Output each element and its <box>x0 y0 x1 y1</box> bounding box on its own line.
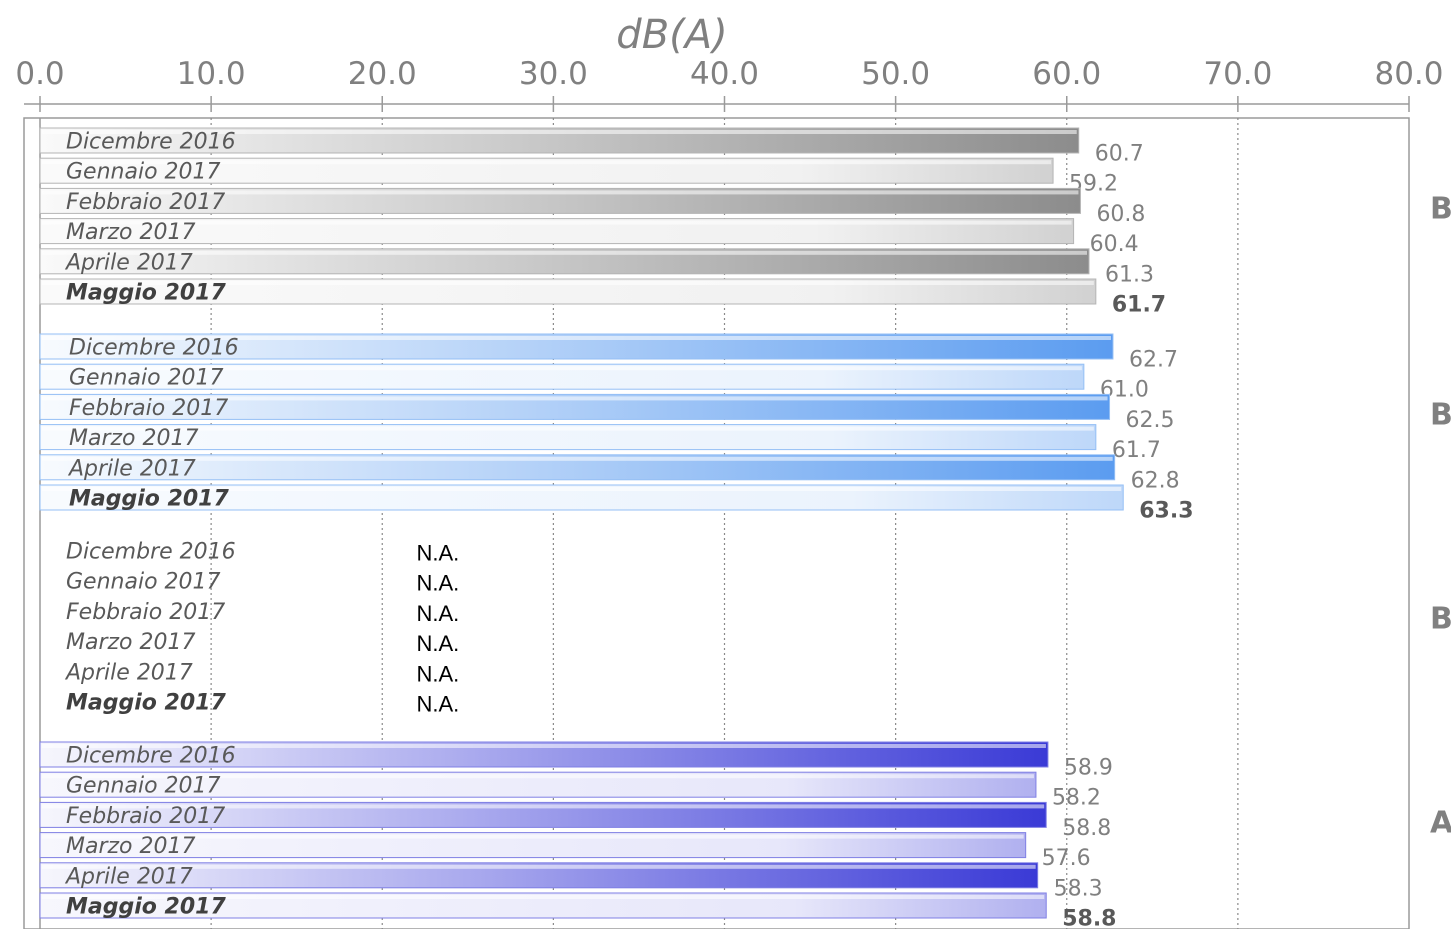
x-tick-label: 80.0 <box>1374 56 1443 92</box>
data-label-na: N.A. <box>416 631 459 656</box>
bar-highlight <box>42 220 1072 225</box>
bar-highlight <box>42 250 1087 255</box>
data-label-na: N.A. <box>416 661 459 686</box>
bar-highlight <box>42 426 1094 431</box>
bar-highlight <box>42 190 1079 195</box>
category-label: Aprile 2017 <box>67 456 196 481</box>
data-label-na: N.A. <box>416 541 459 566</box>
category-label: Aprile 2017 <box>64 250 193 275</box>
bar-highlight <box>42 834 1024 839</box>
data-label: 62.8 <box>1131 468 1180 493</box>
bar-group: 58.9 Dicembre 2016 58.2 Gennaio 2017 58.8 Feb… <box>39 741 1451 929</box>
bar-highlight <box>42 895 1045 899</box>
data-label: 62.5 <box>1126 408 1175 433</box>
group-label: B <box>1430 602 1451 637</box>
data-label: 61.7 <box>1112 438 1161 463</box>
data-label: 58.8 <box>1062 907 1116 929</box>
data-label: 63.3 <box>1139 499 1193 524</box>
x-tick-label: 60.0 <box>1032 56 1101 92</box>
x-tick-label: 50.0 <box>861 56 930 92</box>
category-label: Marzo 2017 <box>69 426 199 451</box>
group-label: B <box>1430 398 1451 433</box>
data-label: 61.7 <box>1112 293 1166 318</box>
x-tick-label: 70.0 <box>1203 56 1272 92</box>
category-label: Dicembre 2016 <box>66 744 236 769</box>
bar-highlight <box>42 336 1111 340</box>
category-label: Febbraio 2017 <box>66 190 225 215</box>
data-label: 60.4 <box>1090 232 1139 257</box>
category-label: Maggio 2017 <box>66 895 226 920</box>
category-label: Gennaio 2017 <box>66 570 221 595</box>
bar-highlight <box>42 864 1036 869</box>
x-axis: 0.0 10.0 20.0 30.0 40.0 50.0 60.0 70.0 80.0 <box>15 56 1444 112</box>
category-label: Febbraio 2017 <box>69 396 228 421</box>
group-label: B <box>1430 192 1451 227</box>
category-label: Dicembre 2016 <box>66 540 236 565</box>
x-tick-label: 10.0 <box>177 56 246 92</box>
x-tick-label: 40.0 <box>690 56 759 92</box>
data-label: 58.8 <box>1062 816 1111 841</box>
category-label: Gennaio 2017 <box>66 160 221 185</box>
category-label: Marzo 2017 <box>66 630 196 655</box>
bar-highlight <box>42 744 1046 748</box>
bar-highlight <box>42 130 1077 134</box>
category-label: Aprile 2017 <box>64 660 193 685</box>
plot-frame <box>23 117 1410 929</box>
category-label: Dicembre 2016 <box>66 130 236 155</box>
category-label: Maggio 2017 <box>66 691 226 716</box>
data-label: 60.8 <box>1096 202 1145 227</box>
bar-highlight <box>42 804 1045 809</box>
x-tick-label: 20.0 <box>348 56 417 92</box>
category-label: Marzo 2017 <box>66 220 196 245</box>
bar-group: N.A. Dicembre 2016 N.A. Gennaio 2017 N.A. Feb… <box>64 540 1451 717</box>
category-label: Aprile 2017 <box>64 864 193 889</box>
category-label: Dicembre 2016 <box>69 336 239 361</box>
bar-highlight <box>42 487 1122 491</box>
bar-highlight <box>42 774 1034 779</box>
data-label: 58.2 <box>1052 786 1101 811</box>
category-label: Maggio 2017 <box>69 487 229 512</box>
bar-highlight <box>42 160 1052 165</box>
x-tick-label: 0.0 <box>15 56 64 92</box>
data-label: 60.7 <box>1095 142 1144 167</box>
category-label: Maggio 2017 <box>66 281 226 306</box>
bar-highlight <box>42 366 1082 371</box>
category-label: Febbraio 2017 <box>66 600 225 625</box>
category-label: Gennaio 2017 <box>66 774 221 799</box>
data-label-na: N.A. <box>416 601 459 626</box>
group-label: A <box>1430 806 1451 841</box>
category-label: Marzo 2017 <box>66 834 196 859</box>
bar-highlight <box>42 456 1113 461</box>
data-label: 57.6 <box>1042 846 1091 871</box>
bar-highlight <box>42 281 1094 285</box>
data-label-na: N.A. <box>416 571 459 596</box>
data-label: 61.3 <box>1105 262 1154 287</box>
bar-highlight <box>42 396 1108 401</box>
data-label: 62.7 <box>1129 348 1178 373</box>
x-tick-label: 30.0 <box>519 56 588 92</box>
category-label: Febbraio 2017 <box>66 804 225 829</box>
data-label: 58.9 <box>1064 756 1113 781</box>
data-label-na: N.A. <box>416 692 459 717</box>
data-label: 58.3 <box>1054 876 1103 901</box>
x-axis-unit-label: dB(A) <box>616 12 727 58</box>
category-label: Gennaio 2017 <box>69 366 224 391</box>
